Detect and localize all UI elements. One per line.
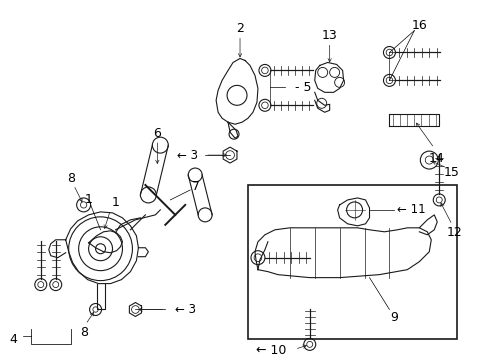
Text: 8: 8 [67, 171, 74, 185]
Text: 12: 12 [446, 226, 462, 239]
Text: 13: 13 [322, 29, 338, 42]
Text: 1: 1 [112, 197, 120, 210]
Text: 16: 16 [412, 19, 427, 32]
Text: 2: 2 [236, 22, 244, 35]
Text: 15: 15 [443, 166, 459, 179]
Text: ← 3: ← 3 [177, 149, 198, 162]
Text: 9: 9 [391, 311, 398, 324]
Text: 7: 7 [192, 180, 200, 193]
Text: - 5: - 5 [295, 81, 311, 94]
Text: 6: 6 [153, 127, 161, 140]
Text: ← 11: ← 11 [397, 203, 426, 216]
Text: 1: 1 [85, 193, 93, 206]
Text: 8: 8 [80, 326, 88, 339]
Text: 4: 4 [9, 333, 17, 346]
Text: ← 3: ← 3 [175, 303, 196, 316]
Bar [248, 185, 457, 339]
Text: 14: 14 [428, 152, 444, 165]
Text: ← 10: ← 10 [256, 344, 287, 357]
